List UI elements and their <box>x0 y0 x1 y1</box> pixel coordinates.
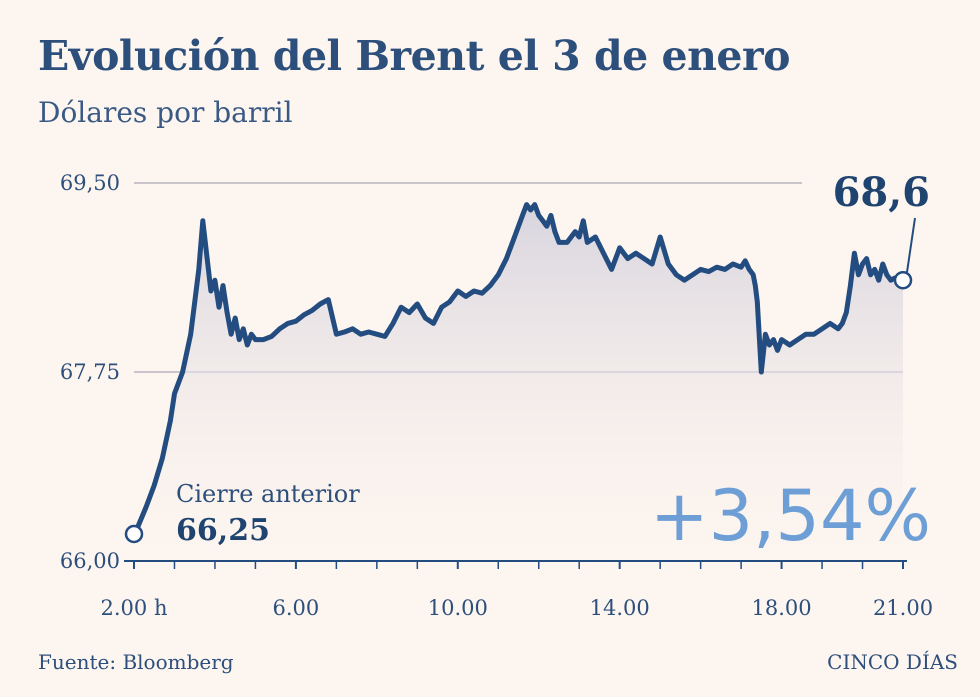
source-note: Fuente: Bloomberg <box>38 650 234 674</box>
axes: 66,00 67,75 69,50 2.00 h 6.00 10.00 14.00 18.00… <box>60 171 933 620</box>
brand-logo-text: CINCO DÍAS <box>827 650 958 674</box>
prev-close-value: 66,25 <box>176 513 270 548</box>
x-tick-label: 21.00 <box>873 596 933 620</box>
last-value-leader <box>906 217 916 273</box>
last-value-marker <box>893 270 913 290</box>
chart-title: Evolución del Brent el 3 de enero <box>38 32 790 80</box>
x-tick-label: 10.00 <box>428 596 488 620</box>
price-line <box>131 202 906 537</box>
y-tick-label: 69,50 <box>60 171 120 195</box>
prev-close-marker <box>124 524 144 544</box>
x-tick-label: 6.00 <box>273 596 320 620</box>
x-tick-label: 2.00 h <box>101 596 168 620</box>
price-area-fill <box>134 204 903 561</box>
chart-subtitle: Dólares por barril <box>38 96 293 129</box>
pct-change-label: +3,54% <box>650 475 931 557</box>
x-tick-label: 14.00 <box>590 596 650 620</box>
y-tick-label: 67,75 <box>60 360 120 384</box>
prev-close-label: Cierre anterior <box>176 480 360 508</box>
last-value-label: 68,6 <box>833 169 930 216</box>
y-tick-label: 66,00 <box>60 549 120 573</box>
x-tick-label: 18.00 <box>752 596 812 620</box>
